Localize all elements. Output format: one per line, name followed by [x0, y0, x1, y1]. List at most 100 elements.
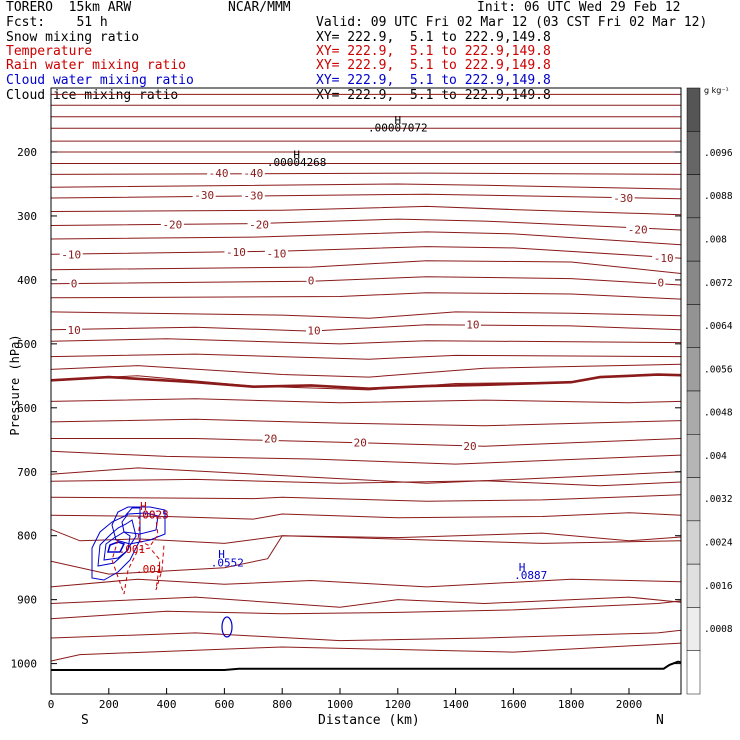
temperature-label: -20 [628, 223, 648, 236]
colorbar-swatch [686, 347, 701, 392]
temperature-contour [50, 338, 682, 345]
colorbar-swatch [686, 260, 701, 305]
cloud-water-contour [97, 519, 137, 567]
temperature-label-bg [264, 247, 288, 259]
maximum-label: .0887 [514, 569, 547, 582]
temperature-contour [50, 246, 682, 259]
temperature-contour [50, 467, 682, 484]
temperature-label: -10 [654, 252, 674, 265]
maximum-label: H [218, 548, 225, 561]
y-tick-label: 300 [17, 210, 37, 223]
temperature-label: 20 [354, 436, 367, 449]
temperature-contour [50, 512, 682, 520]
temperature-contour [50, 578, 682, 588]
cloud-water-contour [91, 507, 141, 581]
colorbar-tick-label: .0064 [704, 321, 733, 332]
temperature-label: -30 [194, 189, 214, 202]
temperature-label: 0 [71, 278, 78, 291]
colorbar-tick-label: .0088 [704, 191, 733, 202]
temperature-contour [50, 398, 682, 404]
north-label: N [656, 713, 664, 728]
colorbar-swatch [686, 304, 701, 348]
temperature-label-bg [464, 318, 481, 330]
temperature-label: -30 [243, 189, 263, 202]
temperature-contour [50, 172, 682, 175]
rain-water-contour [111, 539, 165, 595]
temperature-label: 20 [463, 440, 476, 453]
maximum-label: .0023 [136, 508, 169, 521]
x-tick-label: 200 [99, 698, 119, 711]
cloud-water-contour [107, 541, 126, 553]
colorbar-swatch [686, 434, 701, 478]
south-label: S [81, 713, 89, 728]
x-tick-label: 400 [157, 698, 177, 711]
terrain-line [51, 660, 682, 671]
colorbar-swatch [686, 217, 701, 262]
x-tick-label: 2000 [616, 698, 643, 711]
colorbar-tick-label: .0024 [704, 538, 733, 549]
temperature-contour [50, 218, 682, 231]
temperature-label: 0 [657, 276, 664, 289]
temperature-contour [51, 438, 682, 447]
maximum-label: .00007072 [368, 122, 428, 135]
x-tick-label: 1400 [442, 698, 469, 711]
maximum-label: H [293, 148, 300, 161]
colorbar-swatch [686, 87, 701, 132]
colorbar-swatch [686, 131, 701, 175]
rain-water-contour [137, 519, 159, 547]
colorbar-swatch [686, 650, 701, 695]
colorbar-swatch [686, 563, 701, 608]
y-axis-label: Pressure (hPa) [8, 334, 22, 436]
temperature-label-bg [611, 192, 635, 204]
temperature-label: -40 [209, 167, 229, 180]
colorbar-swatch [686, 607, 701, 651]
x-tick-label: 1600 [500, 698, 527, 711]
temperature-label-bg [241, 189, 265, 201]
center-name: NCAR/MMM [228, 0, 291, 15]
temperature-contour [50, 205, 682, 216]
colorbar-tick-label: .0056 [704, 364, 733, 375]
temperature-contour [50, 324, 682, 332]
y-tick-label: 500 [17, 338, 37, 351]
colorbar-swatch [686, 477, 701, 522]
maximum-label: H [519, 561, 526, 574]
colorbar-tick-label: .0072 [704, 278, 733, 289]
x-tick-label: 1800 [558, 698, 585, 711]
colorbar-tick-label: .004 [704, 451, 727, 462]
field-cloudice-xy: XY= 222.9, 5.1 to 222.9,149.8 [316, 88, 551, 103]
colorbar-swatch [686, 174, 701, 219]
colorbar-tick-label: .008 [704, 235, 727, 246]
y-tick-label: 600 [17, 402, 37, 415]
temperature-contour [50, 418, 682, 427]
temperature-label: -40 [243, 167, 263, 180]
freezing-level-contour [50, 373, 682, 390]
temperature-label-bg [160, 218, 184, 230]
cloud-water-contour [111, 506, 166, 545]
temperature-contour [50, 183, 682, 190]
temperature-contour [50, 450, 682, 465]
x-axis-label: Distance (km) [318, 713, 420, 728]
temperature-contour [50, 292, 682, 300]
temperature-label: 20 [264, 432, 277, 445]
temperature-label: -20 [162, 218, 182, 231]
temperature-label: -10 [266, 248, 286, 261]
temperature-label-bg [207, 167, 231, 179]
field-temp-name: Temperature [6, 44, 93, 59]
temperature-label: -20 [249, 218, 269, 231]
x-tick-label: 800 [272, 698, 292, 711]
field-rain-name: Rain water mixing ratio [6, 58, 187, 73]
field-cloudwater-xy: XY= 222.9, 5.1 to 222.9,149.8 [316, 73, 551, 88]
temperature-contour [50, 353, 682, 360]
temperature-label-bg [262, 432, 279, 444]
temperature-label-bg [247, 218, 271, 230]
field-temp-xy: XY= 222.9, 5.1 to 222.9,149.8 [316, 44, 551, 59]
colorbar-tick-label: .0032 [704, 494, 733, 505]
temperature-contour [50, 311, 682, 319]
temperature-contour [50, 478, 682, 487]
y-tick-label: 1000 [11, 658, 38, 671]
temperature-label: 10 [466, 319, 479, 332]
colorbar-tick-label: .0096 [704, 148, 733, 159]
temperature-label-bg [241, 167, 265, 179]
temperature-label: 10 [307, 324, 320, 337]
